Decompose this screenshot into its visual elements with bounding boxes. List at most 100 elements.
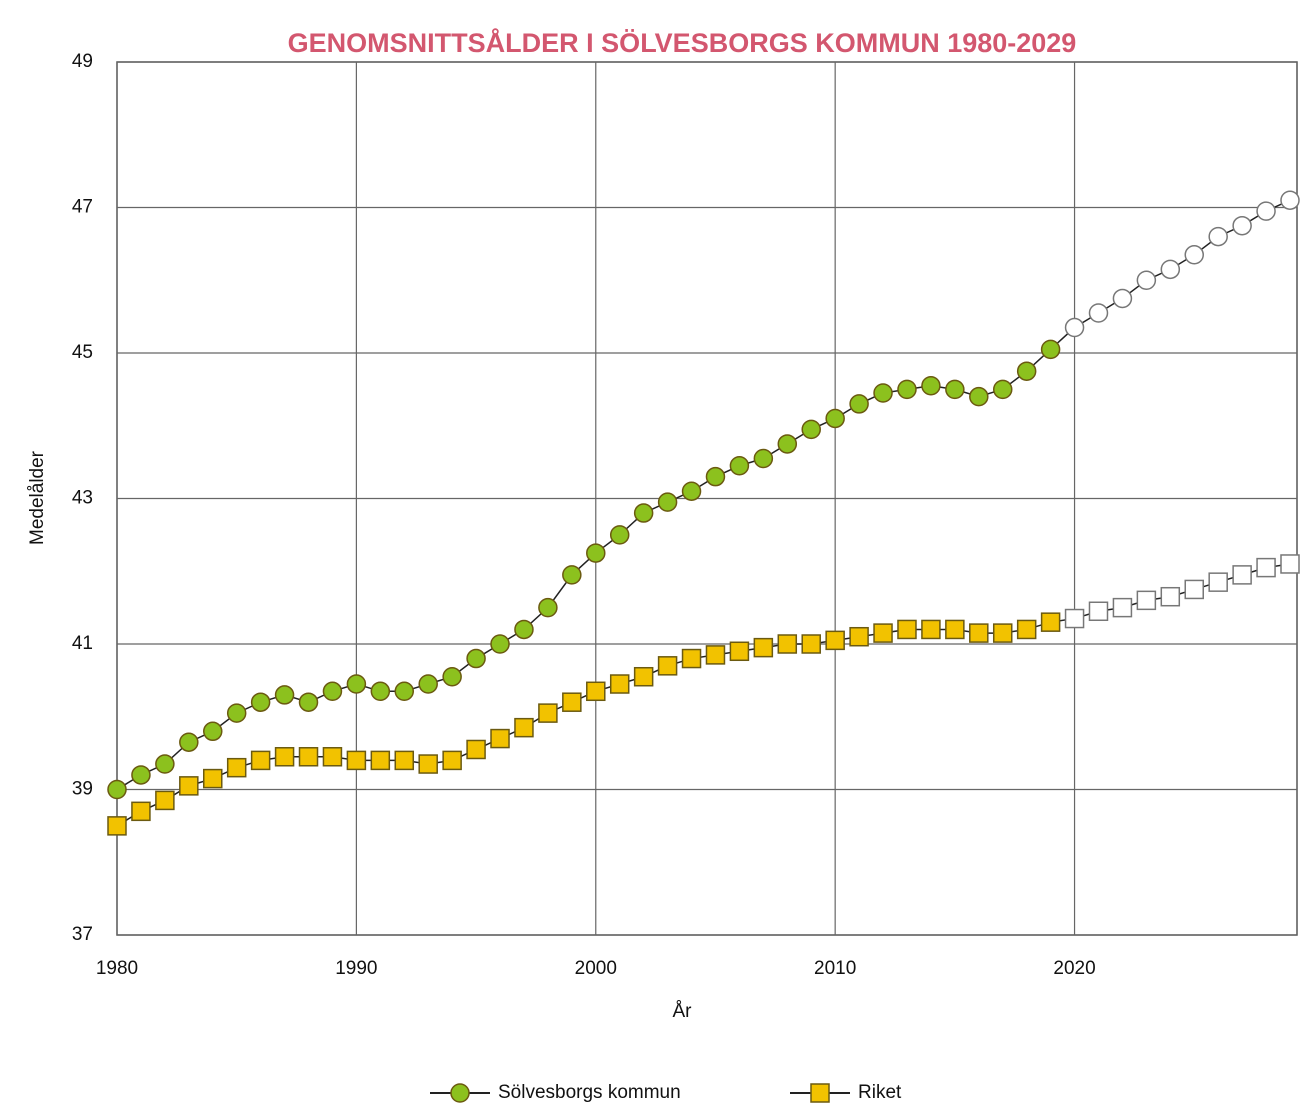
point xyxy=(873,383,893,403)
point xyxy=(969,623,989,643)
point xyxy=(490,728,510,749)
point xyxy=(873,623,893,643)
point xyxy=(107,816,127,836)
point xyxy=(1232,565,1252,585)
point xyxy=(394,681,415,702)
x-tick-label: 2020 xyxy=(1053,958,1095,979)
point xyxy=(681,648,702,669)
point xyxy=(729,456,750,476)
point xyxy=(203,768,223,789)
point xyxy=(466,648,486,669)
point xyxy=(633,503,654,523)
point xyxy=(1256,557,1276,578)
point xyxy=(322,747,343,767)
x-tick-label: 2000 xyxy=(575,958,617,979)
point xyxy=(897,619,917,640)
point xyxy=(1112,288,1133,309)
point xyxy=(969,386,989,407)
point xyxy=(609,525,630,545)
point xyxy=(370,681,391,702)
point xyxy=(179,776,199,796)
point xyxy=(131,765,151,785)
point xyxy=(801,634,821,654)
legend-label: Sölvesborgs kommun xyxy=(498,1082,681,1103)
y-tick-label: 39 xyxy=(72,779,93,800)
point xyxy=(1040,612,1061,632)
point xyxy=(226,703,247,723)
y-tick-label: 49 xyxy=(72,51,93,72)
y-axis-label: Medelålder xyxy=(27,450,48,545)
point xyxy=(274,747,295,767)
point xyxy=(777,434,798,454)
point xyxy=(490,634,510,654)
point xyxy=(442,750,462,771)
point xyxy=(825,630,845,651)
point xyxy=(1040,339,1061,360)
point xyxy=(633,666,654,687)
point xyxy=(705,645,726,665)
point xyxy=(179,732,199,752)
point xyxy=(394,750,415,771)
point xyxy=(1160,259,1181,280)
point xyxy=(921,375,941,396)
point xyxy=(992,379,1013,400)
legend-item: Riket xyxy=(790,1082,902,1103)
y-tick-label: 43 xyxy=(72,488,93,509)
x-tick-label: 1980 xyxy=(96,958,138,979)
point xyxy=(586,543,606,563)
point xyxy=(322,681,343,702)
point xyxy=(274,685,295,705)
point xyxy=(1208,572,1228,592)
point xyxy=(609,674,630,694)
point xyxy=(250,692,271,712)
y-tick-label: 47 xyxy=(72,197,93,218)
point xyxy=(1112,597,1133,618)
point xyxy=(514,619,534,640)
point xyxy=(1016,361,1037,381)
point xyxy=(945,619,965,640)
point xyxy=(1184,579,1204,600)
point xyxy=(1016,619,1037,640)
point xyxy=(681,481,702,501)
point xyxy=(131,801,151,822)
y-tick-label: 45 xyxy=(72,342,93,363)
point xyxy=(226,757,247,778)
point xyxy=(1232,215,1252,236)
point xyxy=(729,641,750,662)
point xyxy=(346,750,367,771)
point xyxy=(992,623,1013,643)
y-tick-label: 37 xyxy=(72,924,93,945)
point xyxy=(705,466,726,487)
point xyxy=(1136,270,1157,290)
point xyxy=(1088,601,1109,622)
point xyxy=(897,379,917,400)
point xyxy=(298,692,319,712)
point xyxy=(1184,245,1204,265)
point xyxy=(298,747,319,767)
point xyxy=(1064,608,1085,629)
point xyxy=(538,597,558,618)
point xyxy=(418,674,438,694)
point xyxy=(538,703,558,723)
point xyxy=(1280,554,1300,574)
point xyxy=(849,626,869,647)
point xyxy=(657,656,678,676)
point xyxy=(562,565,582,585)
point xyxy=(1256,201,1276,221)
point xyxy=(586,681,606,702)
point xyxy=(514,717,534,738)
point xyxy=(1280,190,1300,210)
point xyxy=(1088,303,1109,323)
x-tick-label: 1990 xyxy=(335,958,377,979)
point xyxy=(370,750,391,771)
point xyxy=(1160,586,1181,607)
legend-marker xyxy=(810,1083,830,1103)
point xyxy=(801,419,821,440)
point xyxy=(921,619,941,640)
y-tick-label: 41 xyxy=(72,633,93,654)
point xyxy=(825,408,845,429)
point xyxy=(107,779,127,800)
point xyxy=(155,790,175,811)
point xyxy=(203,721,223,742)
